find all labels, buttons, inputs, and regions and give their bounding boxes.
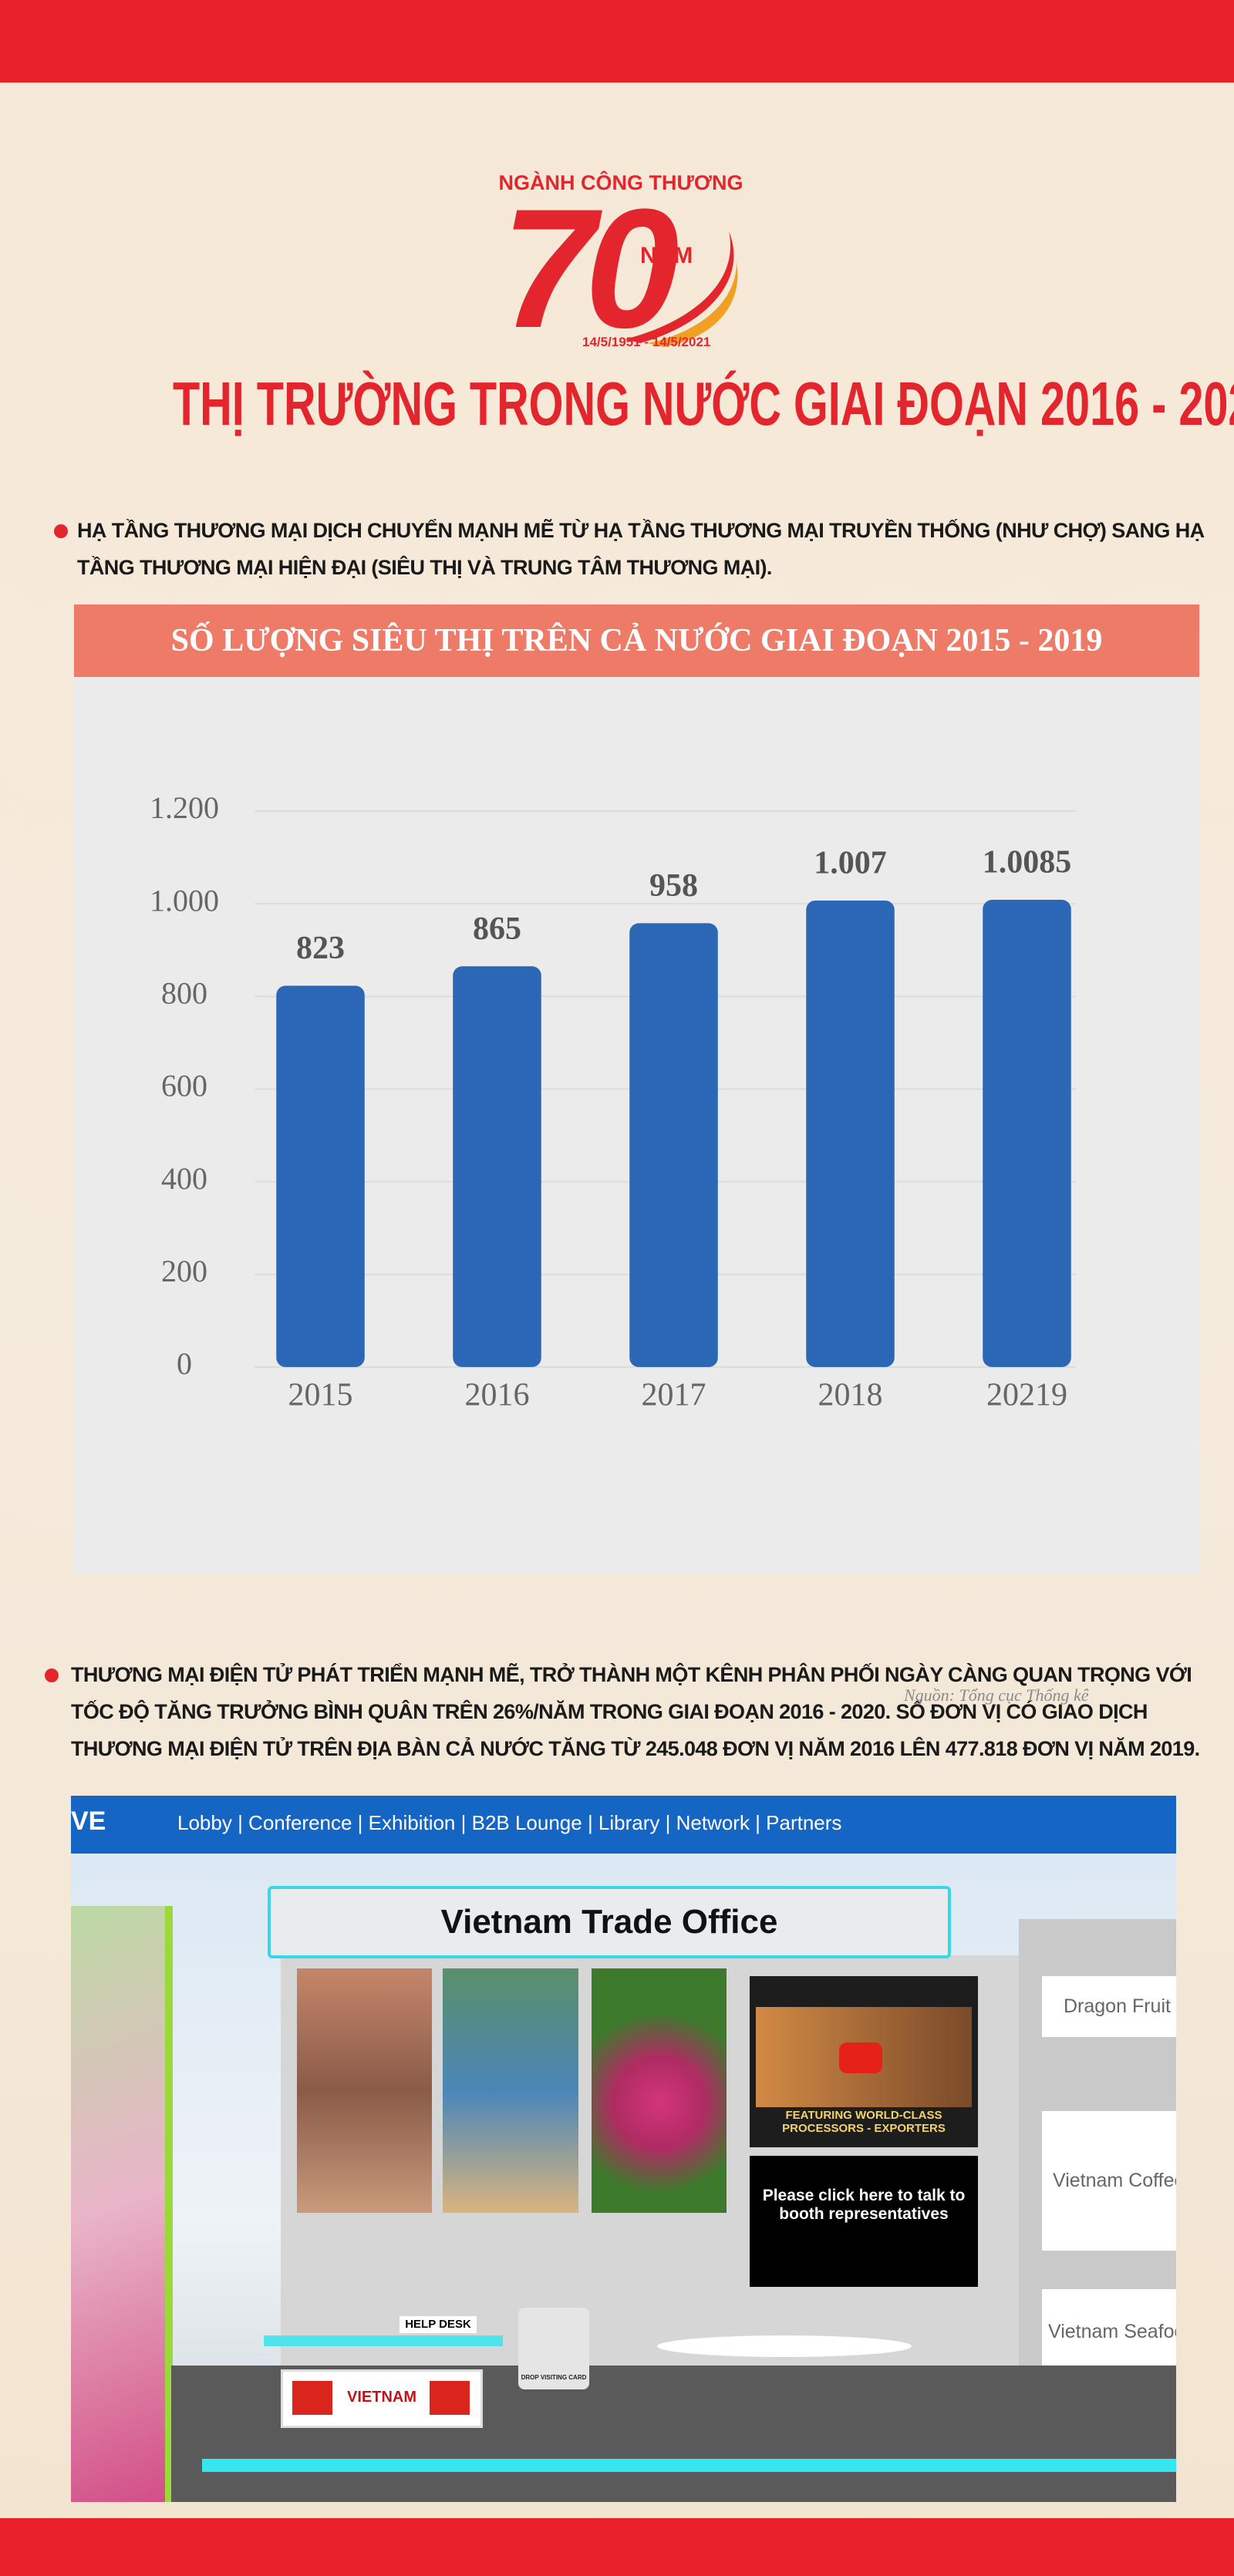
lotus-panel <box>71 1906 173 2502</box>
meeting-table <box>657 2335 912 2357</box>
y-tick-label: 400 <box>161 1161 207 1196</box>
chart: 0 200 400 600 800 1.000 1.200 2015 823 2016 865 201… <box>150 790 1076 1413</box>
x-tick-label: 2017 <box>642 1378 706 1413</box>
video-panel[interactable]: FEATURING WORLD-CLASS PROCESSORS - EXPOR… <box>750 1976 978 2147</box>
flag <box>292 2381 332 2415</box>
paragraph: HẠ TẦNG THƯƠNG MẠI DỊCH CHUYỂN MẠNH MẼ T… <box>77 519 1205 579</box>
chart-source: Nguồn: Tổng cục Thống kê <box>904 1685 1089 1705</box>
desk-front: VIETNAM <box>281 2369 483 2428</box>
brand: VE <box>71 1807 106 1836</box>
y-tick-label: 200 <box>161 1254 207 1288</box>
bullet <box>45 1669 59 1682</box>
value-label: 958 <box>649 868 698 904</box>
y-tick-label: 800 <box>161 976 207 1011</box>
bar <box>453 966 541 1367</box>
help-desk-label: HELP DESK <box>400 2316 477 2333</box>
paragraph: THƯƠNG MẠI ĐIỆN TỬ PHÁT TRIỂN MẠNH MẼ, T… <box>71 1663 1200 1760</box>
logo-dates: 14/5/1951 - 14/5/2021 <box>582 335 711 349</box>
card-box[interactable]: DROP VISITING CARD <box>518 2308 589 2389</box>
y-tick-label: 600 <box>161 1069 207 1103</box>
page-title: THỊ TRƯỜNG TRONG NƯỚC GIAI ĐOẠN 2016 - 2… <box>173 369 1234 438</box>
logo-number: 70 <box>501 173 679 363</box>
virtual-expo-screenshot: VE Lobby | Conference | Exhibition | B2B… <box>71 1796 1176 2502</box>
desk-flag-text: VIETNAM <box>347 2389 416 2406</box>
chart-title: SỐ LƯỢNG SIÊU THỊ TRÊN CẢ NƯỚC GIAI ĐOẠN… <box>74 604 1199 677</box>
photo-seafood <box>297 1968 432 2213</box>
logo-top: NGÀNH CÔNG THƯƠNG <box>498 171 743 194</box>
product-panel[interactable]: Dragon Fruit <box>1042 1976 1176 2037</box>
nav-links[interactable]: Lobby | Conference | Exhibition | B2B Lo… <box>177 1811 842 1834</box>
card-box-label: DROP VISITING CARD <box>521 2374 587 2381</box>
booth-sign: Vietnam Trade Office <box>268 1886 951 1958</box>
desk-top <box>264 2335 503 2346</box>
value-label: 1.0085 <box>983 845 1072 881</box>
chart-area: 0 200 400 600 800 1.000 1.200 2015 823 2016 865 201… <box>74 677 1199 1574</box>
product-panel[interactable]: Vietnam Coffee <box>1042 2111 1176 2251</box>
x-tick-label: 2016 <box>465 1378 530 1413</box>
x-tick-label: 20219 <box>986 1378 1067 1413</box>
logo-swoosh <box>625 231 738 347</box>
y-tick-label: 1.200 <box>150 790 219 825</box>
photo-landscape <box>443 1968 578 2213</box>
floor-light <box>202 2459 1176 2472</box>
product-panel[interactable]: Vietnam Seafood <box>1042 2289 1176 2375</box>
bottom-bar <box>0 2518 1234 2576</box>
top-bar <box>0 0 1234 82</box>
x-tick-label: 2018 <box>818 1378 883 1413</box>
photo-dragon-fruit <box>592 1968 727 2213</box>
chat-prompt[interactable]: Please click here to talk to booth repre… <box>750 2156 978 2287</box>
logo-unit: NĂM <box>640 243 693 268</box>
nav-bar <box>71 1796 1176 1854</box>
value-label: 865 <box>473 911 521 947</box>
bar <box>806 900 895 1367</box>
value-label: 823 <box>296 931 345 966</box>
bar <box>983 900 1071 1367</box>
bar <box>629 923 718 1367</box>
y-tick-label: 1.000 <box>150 883 219 918</box>
y-tick-label: 0 <box>177 1346 192 1381</box>
flag <box>430 2381 470 2415</box>
bar <box>276 985 365 1367</box>
value-label: 1.007 <box>814 846 887 881</box>
bullet <box>54 524 68 538</box>
play-button[interactable] <box>839 2042 882 2073</box>
x-tick-label: 2015 <box>288 1378 353 1413</box>
video-caption: FEATURING WORLD-CLASS PROCESSORS - EXPOR… <box>782 2109 946 2135</box>
